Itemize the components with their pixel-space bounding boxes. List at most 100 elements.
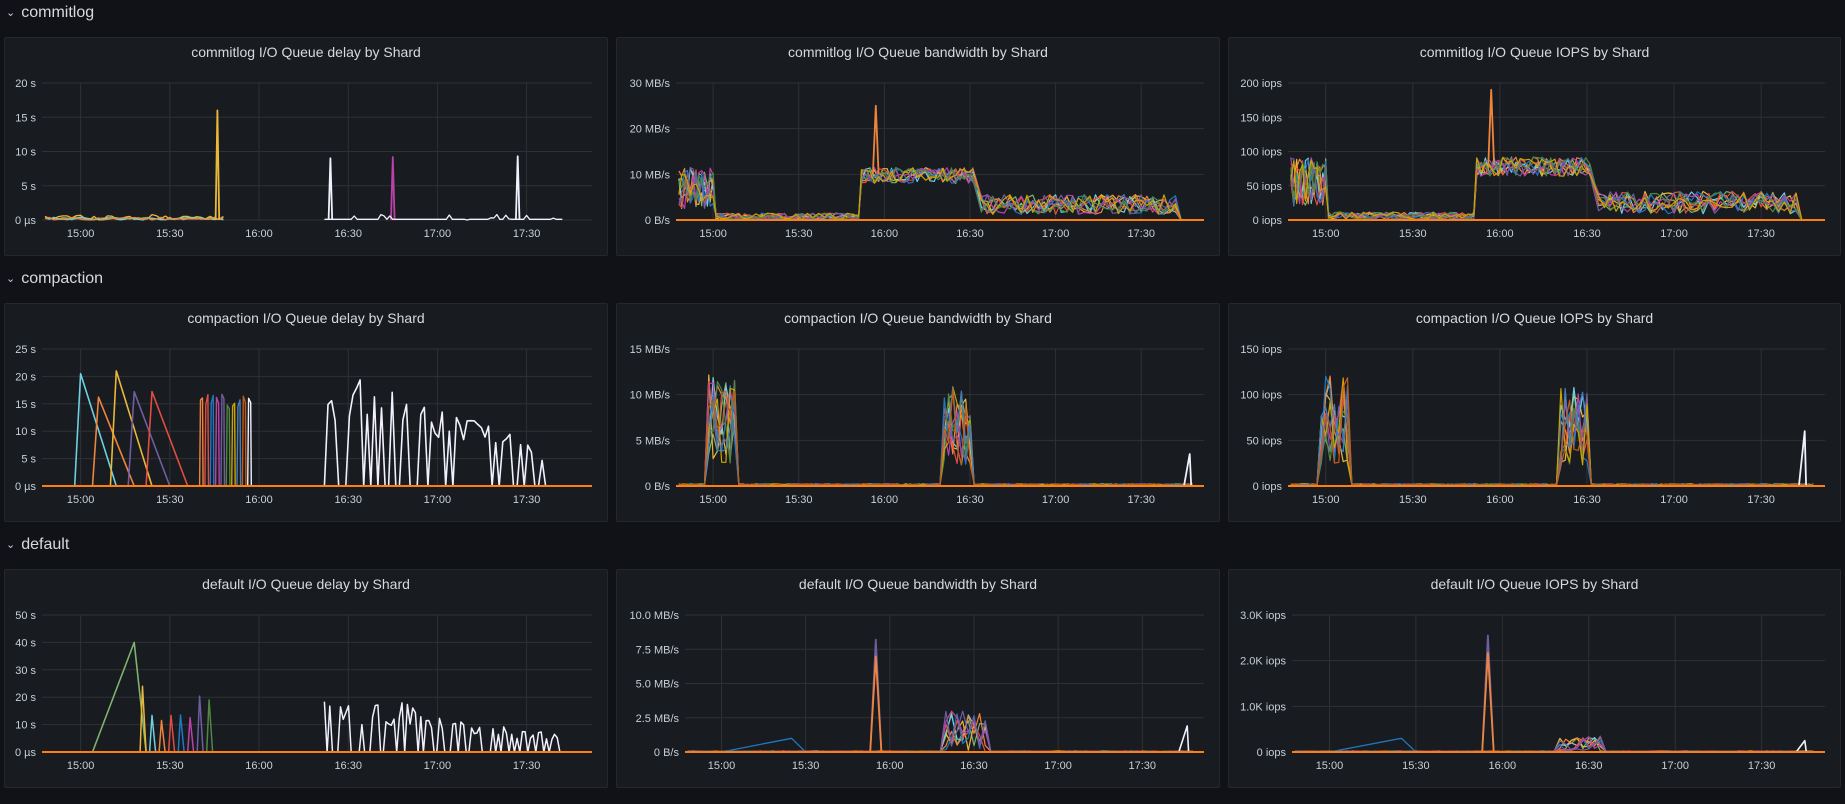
panel-title[interactable]: compaction I/O Queue delay by Shard: [187, 310, 425, 326]
row-header-default[interactable]: ⌄ default: [6, 533, 69, 557]
y-tick-label: 20 s: [15, 692, 36, 704]
panel-commitlog-bandwidth[interactable]: commitlog I/O Queue bandwidth by Shard 3…: [616, 37, 1220, 256]
series-line: [145, 390, 189, 487]
series-line: [678, 386, 1193, 487]
panel-title[interactable]: commitlog I/O Queue bandwidth by Shard: [788, 44, 1048, 60]
row-header-compaction[interactable]: ⌄ compaction: [6, 267, 103, 291]
series-line: [687, 714, 1193, 753]
panel-commitlog-iops[interactable]: commitlog I/O Queue IOPS by Shard 200 io…: [1228, 37, 1841, 256]
series-line: [158, 719, 166, 753]
y-tick-label: 0 µs: [15, 747, 37, 759]
y-tick-label: 0 B/s: [645, 481, 671, 493]
series-line: [1290, 392, 1814, 487]
panel-commitlog-delay[interactable]: commitlog I/O Queue delay by Shard 20 s 1…: [4, 37, 608, 256]
panel-title[interactable]: default I/O Queue bandwidth by Shard: [798, 576, 1038, 592]
x-tick-label: 17:00: [1660, 228, 1688, 240]
x-tick-label: 15:30: [792, 760, 820, 772]
series-line: [678, 167, 1182, 221]
panel-default-iops[interactable]: default I/O Queue IOPS by Shard 3.0K iop…: [1228, 569, 1841, 788]
y-tick-label: 5.0 MB/s: [636, 679, 680, 691]
y-tick-label: 5 s: [21, 181, 36, 193]
x-tick-label: 16:30: [960, 760, 988, 772]
x-tick-label: 15:00: [67, 494, 95, 506]
panel-default-bandwidth[interactable]: default I/O Queue bandwidth by Shard 10.…: [616, 569, 1220, 788]
x-tick-label: 17:30: [1747, 494, 1775, 506]
series-line: [241, 395, 247, 487]
series-line: [1290, 157, 1803, 221]
panel-title[interactable]: compaction I/O Queue IOPS by Shard: [1415, 310, 1654, 326]
row-header-commitlog[interactable]: ⌄ commitlog: [6, 1, 94, 25]
y-tick-label: 10.0 MB/s: [629, 610, 679, 622]
chart-svg: 3.0K iops 2.0K iops 1.0K iops 0 iops 15:00 15…: [1240, 610, 1825, 772]
y-tick-label: 50 iops: [1247, 435, 1283, 447]
x-tick-label: 17:00: [1044, 760, 1072, 772]
series-line: [1290, 404, 1814, 487]
series-line: [678, 389, 1193, 487]
chart-svg: 30 MB/s 20 MB/s 10 MB/s 0 B/s 15:00 15:30 16:0…: [630, 78, 1204, 240]
series-line: [1290, 378, 1814, 487]
series-line: [678, 381, 1193, 487]
y-tick-label: 10 MB/s: [630, 390, 671, 402]
x-tick-label: 17:00: [424, 494, 452, 506]
x-tick-label: 15:00: [1316, 760, 1344, 772]
panel-title[interactable]: compaction I/O Queue bandwidth by Shard: [784, 310, 1052, 326]
panel-compaction-bandwidth[interactable]: compaction I/O Queue bandwidth by Shard …: [616, 303, 1220, 522]
peak-line: [1183, 453, 1193, 487]
row-title: default: [21, 536, 70, 553]
x-tick-label: 17:00: [1661, 760, 1689, 772]
panel-title[interactable]: commitlog I/O Queue IOPS by Shard: [1419, 44, 1650, 60]
panel-title[interactable]: commitlog I/O Queue delay by Shard: [191, 44, 421, 60]
panel-title[interactable]: default I/O Queue IOPS by Shard: [1430, 576, 1639, 592]
x-tick-label: 17:00: [424, 760, 452, 772]
x-tick-label: 17:30: [1748, 760, 1776, 772]
y-tick-label: 7.5 MB/s: [636, 644, 680, 656]
series-line: [1290, 157, 1803, 221]
series-line: [1290, 377, 1814, 487]
series-line: [204, 393, 210, 487]
series-line: [44, 216, 224, 221]
series-line: [1294, 737, 1814, 753]
y-tick-label: 40 s: [15, 637, 36, 649]
series-line: [214, 396, 220, 487]
series-line: [1294, 736, 1814, 753]
y-tick-label: 20 s: [15, 371, 36, 383]
panel-title[interactable]: default I/O Queue delay by Shard: [202, 576, 410, 592]
panel-compaction-iops[interactable]: compaction I/O Queue IOPS by Shard 150 i…: [1228, 303, 1841, 522]
x-tick-label: 16:30: [956, 228, 984, 240]
series-line: [1290, 156, 1803, 221]
series-line: [678, 382, 1193, 487]
peak-line: [327, 157, 334, 221]
y-tick-label: 2.0K iops: [1240, 656, 1286, 668]
chevron-down-icon: ⌄: [6, 6, 16, 19]
x-tick-label: 15:30: [785, 494, 813, 506]
x-tick-label: 15:30: [1399, 494, 1427, 506]
y-tick-label: 5 MB/s: [636, 435, 671, 447]
x-tick-label: 15:00: [699, 494, 727, 506]
series-line: [678, 387, 1193, 487]
series-line: [1329, 737, 1417, 753]
x-tick-label: 16:00: [245, 494, 273, 506]
y-tick-label: 15 MB/s: [630, 344, 671, 356]
series-line: [721, 737, 807, 753]
y-tick-label: 20 s: [15, 78, 36, 90]
series-line: [324, 213, 563, 221]
x-tick-label: 15:30: [785, 228, 813, 240]
series-line: [678, 376, 1193, 487]
panel-compaction-delay[interactable]: compaction I/O Queue delay by Shard 25 s…: [4, 303, 608, 522]
y-tick-label: 0 iops: [1257, 747, 1287, 759]
row-title: commitlog: [21, 4, 95, 21]
x-tick-label: 15:00: [67, 228, 95, 240]
x-tick-label: 17:00: [424, 228, 452, 240]
panel-default-delay[interactable]: default I/O Queue delay by Shard 50 s 40 …: [4, 569, 608, 788]
series-line: [198, 397, 204, 487]
x-tick-label: 16:00: [245, 228, 273, 240]
x-tick-label: 17:30: [1127, 228, 1155, 240]
x-tick-label: 16:30: [334, 494, 362, 506]
x-tick-label: 15:30: [1402, 760, 1430, 772]
y-tick-label: 10 MB/s: [630, 169, 671, 181]
chevron-down-icon: ⌄: [6, 272, 16, 285]
series-line: [323, 379, 560, 487]
x-tick-label: 15:30: [1399, 228, 1427, 240]
series-line: [1290, 157, 1803, 221]
x-tick-label: 16:00: [876, 760, 904, 772]
